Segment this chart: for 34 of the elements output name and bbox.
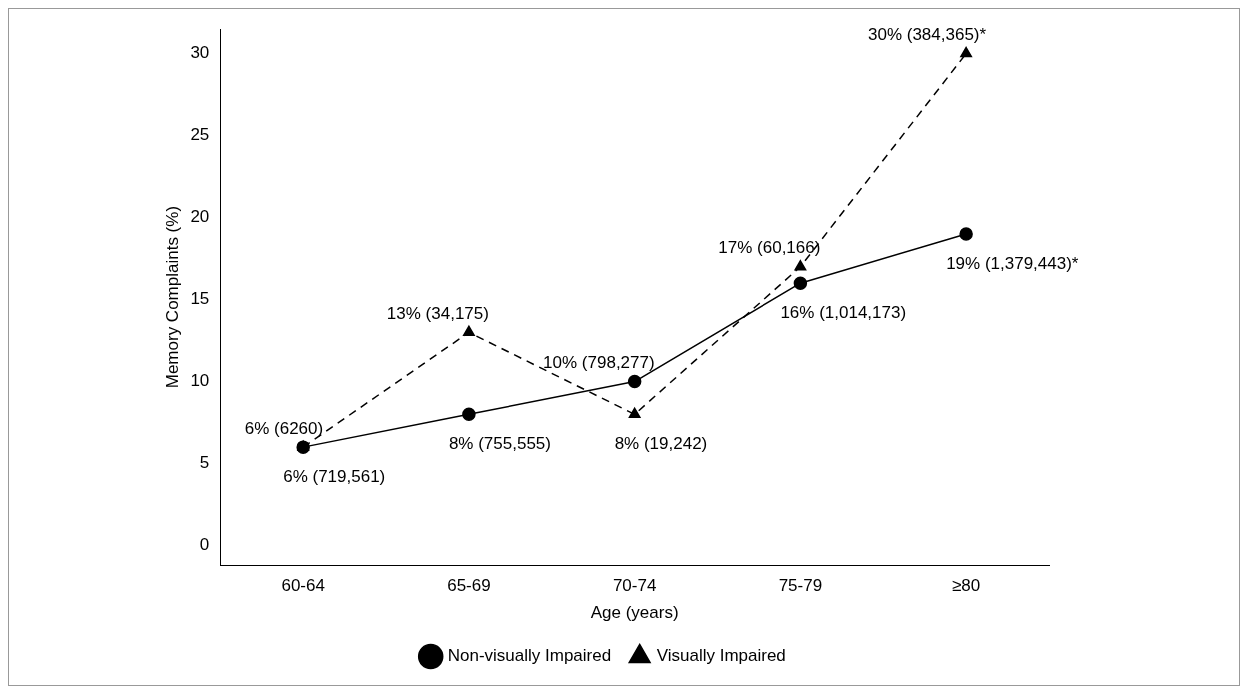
data-label: 16% (1,014,173) [780,302,907,322]
x-tick-label: 65-69 [447,576,491,596]
y-tick-label: 10 [190,371,210,391]
data-label: 30% (384,365)* [867,25,987,45]
data-label: 6% (6260) [244,418,324,438]
point [627,374,642,389]
x-tick-label: 60-64 [281,576,325,596]
legend-label: Visually Impaired [656,646,786,666]
x-tick-label: 70-74 [612,576,657,596]
data-label: 8% (19,242) [614,434,708,454]
y-tick-label: 0 [199,535,210,555]
point [462,325,475,337]
data-label: 17% (60,166) [718,238,821,258]
point [960,46,973,58]
y-tick-label: 20 [190,207,210,227]
x-axis-title: Age (years) [590,603,679,623]
data-label: 13% (34,175) [386,304,489,324]
point [793,276,808,290]
point [462,407,476,422]
y-tick-label: 25 [190,125,210,145]
data-label: 8% (755,555) [448,434,551,454]
y-tick-label: 5 [199,453,210,473]
x-tick-label: 75-79 [778,576,823,596]
data-label: 19% (1,379,443)* [946,253,1079,273]
y-axis-title: Memory Complaints (%) [162,205,182,389]
x-tick-label: ≥80 [952,576,981,596]
legend-label: Non-visually Impaired [447,646,612,666]
y-tick-label: 15 [190,289,210,309]
data-label: 10% (798,277) [543,353,655,373]
point [628,407,641,419]
data-label: 6% (719,561) [283,466,386,486]
point [794,260,807,271]
y-tick-label: 30 [190,43,210,63]
point [959,227,973,241]
